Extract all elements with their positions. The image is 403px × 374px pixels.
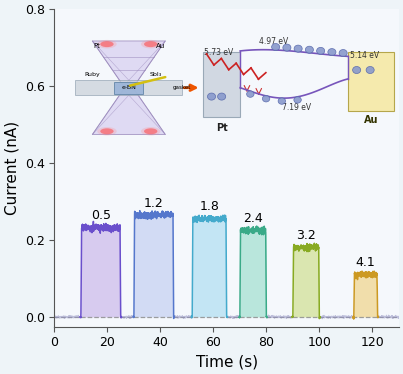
Text: 3.2: 3.2: [296, 229, 316, 242]
Text: 2.4: 2.4: [243, 212, 263, 225]
Text: 0.5: 0.5: [91, 209, 111, 222]
Text: 1.8: 1.8: [199, 200, 219, 214]
Y-axis label: Current (nA): Current (nA): [4, 121, 19, 215]
X-axis label: Time (s): Time (s): [195, 355, 258, 370]
Text: 1.2: 1.2: [144, 197, 164, 209]
Text: 4.1: 4.1: [356, 256, 376, 269]
